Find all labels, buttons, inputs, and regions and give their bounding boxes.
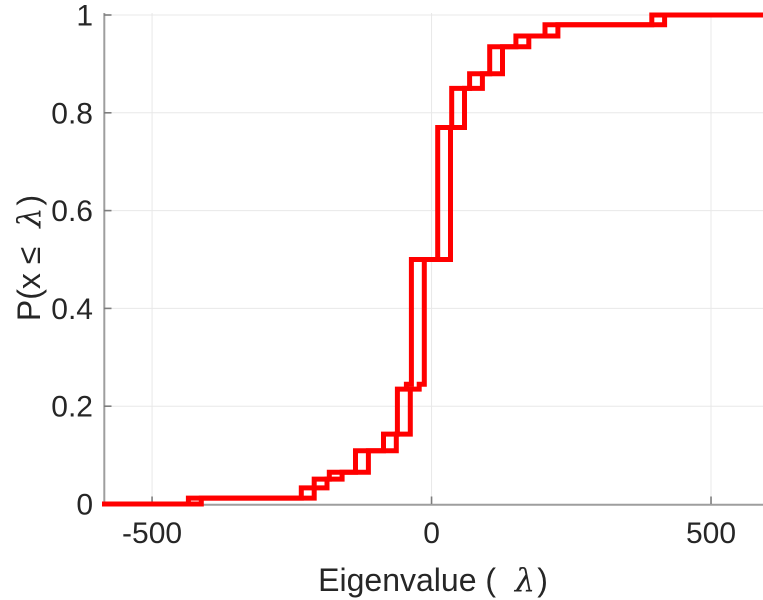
y-tick-label: 0.4	[51, 293, 93, 326]
axes	[103, 13, 763, 506]
ecdf-curve	[102, 12, 763, 507]
tick-labels: -500 0 500 0 0.2 0.4 0.6 0.8 1	[51, 0, 736, 550]
x-axis-label: Eigenvalue ( λ)	[318, 561, 548, 599]
x-tick-label: 0	[423, 517, 440, 550]
y-tick-label: 0.8	[51, 97, 93, 130]
y-tick-label: 0	[76, 489, 93, 522]
y-axis-label: P(x ≤ λ)	[10, 195, 48, 321]
y-tick-label: 0.2	[51, 391, 93, 424]
tick-marks	[104, 14, 712, 505]
y-tick-label: 1	[76, 0, 93, 33]
y-tick-label: 0.6	[51, 195, 93, 228]
ecdf-offset-copy-curve	[102, 12, 763, 507]
ecdf-curves	[102, 12, 763, 507]
gridlines	[104, 13, 763, 504]
x-tick-label: -500	[122, 517, 182, 550]
x-tick-label: 500	[686, 517, 736, 550]
